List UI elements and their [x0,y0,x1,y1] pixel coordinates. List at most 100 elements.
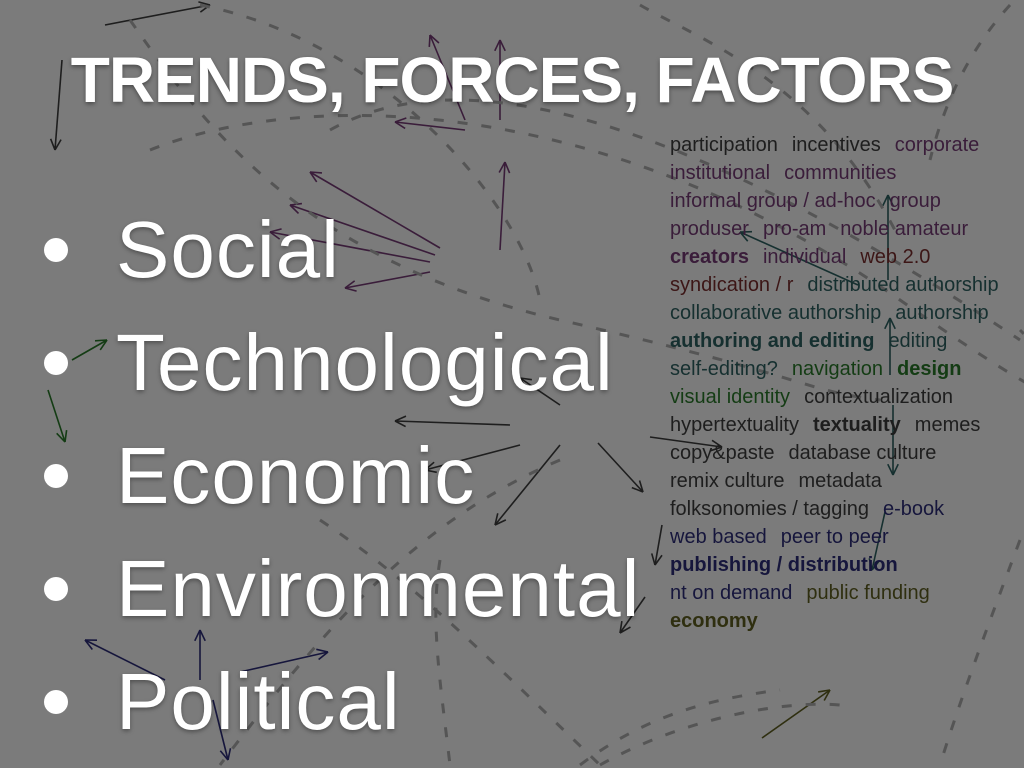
arrow-head-icon [887,463,894,476]
diagram-label: authoring and editing [670,330,875,352]
arrow-head-icon [219,750,229,761]
diagram-label: public funding [806,582,930,604]
arrow-head-icon [344,280,356,289]
diagram-label: corporate [894,134,980,156]
diagram-label: memes [914,414,981,436]
arrow-head-icon [818,689,831,693]
diagram-arrow [619,596,646,634]
diagram-arrow [344,271,431,289]
diagram-label: design [897,358,962,380]
arrow-head-icon [499,39,506,52]
diagram-label: copy&paste [670,442,775,464]
arrow-head-icon [887,194,894,207]
slide-title: TRENDS, FORCES, FACTORS [0,40,1024,120]
diagram-arrow [871,511,886,571]
bullet-text: Environmental [116,544,641,633]
diagram-dashed-link [639,3,902,241]
diagram-arrow [649,436,723,448]
bullet-text: Technological [116,318,614,407]
arrow-head-icon [654,554,663,566]
bullet-dot-icon [44,464,68,488]
diagram-label: textuality [812,414,901,436]
arrow-head-icon [494,513,499,526]
arrow-head-icon [309,171,318,183]
arrow-head-icon [56,432,66,443]
arrow-head-icon [318,651,329,661]
bullet-text: Social [116,205,340,294]
arrow-head-icon [428,34,431,48]
bullet-dot-icon [44,690,68,714]
diagram-arrow [212,699,229,761]
arrow-head-icon [889,317,896,330]
diagram-arrow [597,442,644,493]
arrow-head-icon [199,629,206,642]
diagram-dashed-link [329,98,1021,342]
diagram-dashed-link [599,702,841,767]
diagram-dashed-link [199,3,542,301]
diagram-label: visual identity [670,386,791,408]
diagram-label: institutional [670,162,771,184]
arrow-head-icon [631,486,644,493]
arrow-head-icon [710,446,723,452]
arrow-head-icon [884,317,891,330]
arrow-head-icon [619,621,623,634]
bullet-dot-icon [44,351,68,375]
diagram-arrow [47,389,66,443]
diagram-label: nt on demand [670,582,793,604]
diagram-label: self-editing? [670,358,778,380]
arrow-head-icon [198,1,211,6]
diagram-label: participation [670,134,778,156]
arrow-head-icon [309,171,323,174]
bullet-text: Economic [116,431,476,520]
diagram-label: distributed authorship [807,274,999,296]
diagram-label: publishing / distribution [670,554,898,576]
diagram-arrow [104,4,211,26]
diagram-arrow [761,689,831,739]
arrow-head-icon [84,639,93,650]
arrow-head-icon [494,39,501,52]
arrow-head-icon [519,377,527,389]
diagram-label: peer to peer [780,526,889,548]
diagram-label: noble amateur [840,218,969,240]
diagram-arrow [239,651,329,673]
diagram-label: syndication / r [670,274,794,296]
diagram-arrow [394,420,511,426]
diagram-label: informal group / ad-hoc [670,190,876,212]
arrow-head-icon [94,339,108,342]
diagram-label: hypertextuality [670,414,799,436]
diagram-label: creators [670,246,749,268]
diagram-dashed-link [928,3,1012,161]
arrow-head-icon [49,138,56,151]
arrow-head-icon [638,480,644,493]
diagram-label: e-book [883,498,945,520]
arrow-head-icon [494,519,507,526]
arrow-head-icon [498,161,506,173]
arrow-head-icon [892,463,899,476]
diagram-arrow [269,231,431,263]
arrow-head-icon [429,34,440,44]
diagram-label: remix culture [670,470,785,492]
diagram-label: produser [670,218,749,240]
arrow-head-icon [344,287,357,292]
diagram-label: web 2.0 [860,246,931,268]
arrow-head-icon [504,161,511,174]
arrow-head-icon [619,626,631,634]
diagram-label: database culture [788,442,937,464]
diagram-arrow [499,161,506,251]
diagram-label: individual [762,246,847,268]
diagram-arrow [54,59,63,151]
bullet-dot-icon [44,577,68,601]
diagram-arrow [84,639,166,681]
diagram-arrow [654,524,663,566]
background-labels: participation incentives corporate institut… [670,134,1020,632]
diagram-dashed-link [128,19,881,402]
arrow-head-icon [882,194,889,207]
arrow-head-icon [868,558,873,571]
bullet-dot-icon [44,238,68,262]
arrow-head-icon [823,689,831,701]
diagram-label: folksonomies / tagging [670,498,870,520]
diagram-arrow [739,231,859,286]
diagram-arrow [494,444,561,526]
arrow-head-icon [64,430,68,443]
